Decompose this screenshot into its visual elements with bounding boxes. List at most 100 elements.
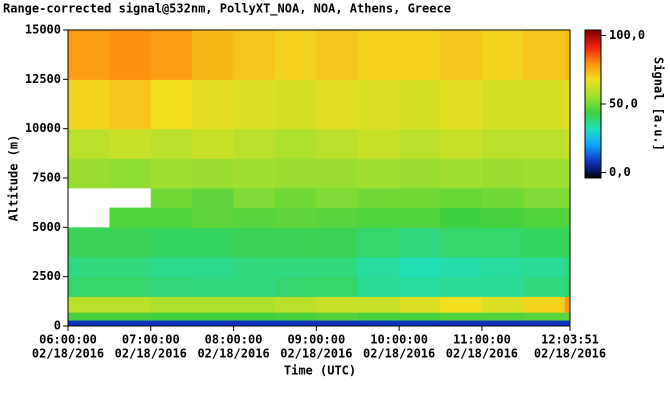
heatmap-cell [233, 312, 276, 321]
heatmap-cell [357, 276, 400, 297]
colorbar-step [585, 122, 601, 125]
heatmap-cell [523, 207, 566, 228]
colorbar-step [585, 96, 601, 99]
y-tick-label: 0 [54, 319, 61, 333]
heatmap-cell [399, 320, 442, 327]
heatmap-cell [357, 227, 400, 258]
heatmap-cell [192, 312, 235, 321]
colorbar-step [585, 140, 601, 143]
heatmap-cell [68, 256, 110, 278]
colorbar-step [585, 164, 601, 167]
heatmap-cell [481, 256, 524, 278]
x-tick-label: 07:00:00 [122, 333, 180, 347]
heatmap-cell [440, 158, 483, 189]
heatmap-cell [192, 187, 235, 209]
colorbar-step [585, 72, 601, 75]
colorbar-step [585, 154, 601, 157]
colorbar-step [585, 124, 601, 127]
heatmap-cell [564, 207, 571, 228]
heatmap-cell [233, 158, 276, 189]
colorbar-step [585, 162, 601, 165]
heatmap-cell [150, 158, 193, 189]
colorbar-step [585, 74, 601, 77]
colorbar-step [585, 104, 601, 107]
heatmap-cell [481, 227, 524, 258]
heatmap-cell [481, 128, 524, 159]
heatmap-cell [109, 128, 152, 159]
heatmap-cell [440, 79, 483, 130]
heatmap-cell [357, 79, 400, 130]
colorbar-step [585, 98, 601, 101]
heatmap-cell [192, 227, 235, 258]
x-tick-date: 02/18/2016 [280, 347, 352, 361]
colorbar-step [585, 100, 601, 103]
x-tick-date: 02/18/2016 [534, 347, 606, 361]
colorbar-step [585, 138, 601, 141]
x-axis-label: Time (UTC) [284, 364, 356, 378]
heatmap-cell [564, 79, 571, 130]
colorbar-step [585, 36, 601, 39]
heatmap-cell [440, 227, 483, 258]
heatmap-cell [440, 312, 483, 321]
colorbar-step [585, 146, 601, 149]
heatmap-cell [274, 79, 317, 130]
heatmap-cell [523, 187, 566, 209]
heatmap-cell [316, 30, 359, 80]
colorbar-step [585, 144, 601, 147]
heatmap-cell [440, 207, 483, 228]
colorbar-label: Signal [a.u.] [652, 57, 666, 151]
heatmap-cell [316, 256, 359, 278]
colorbar-step [585, 66, 601, 69]
x-tick-label: 10:00:00 [370, 333, 428, 347]
colorbar-step [585, 118, 601, 121]
x-tick-label: 09:00:00 [287, 333, 345, 347]
colorbar-step [585, 126, 601, 129]
heatmap-cell [399, 158, 442, 189]
heatmap-cell [357, 187, 400, 209]
heatmap-cell [564, 30, 571, 80]
heatmap-cell [233, 320, 276, 327]
colorbar-step [585, 114, 601, 117]
colorbar-step [585, 86, 601, 89]
colorbar-step [585, 44, 601, 47]
heatmap-cell [523, 79, 566, 130]
heatmap-cell [192, 79, 235, 130]
heatmap-cell [68, 158, 110, 189]
colorbar-step [585, 46, 601, 49]
heatmap-cell [399, 227, 442, 258]
heatmap-cell [481, 79, 524, 130]
heatmap-cell [274, 158, 317, 189]
heatmap-cell [68, 312, 110, 321]
heatmap-cell [481, 312, 524, 321]
colorbar-step [585, 62, 601, 65]
heatmap-cell [481, 158, 524, 189]
heatmap-cell [109, 312, 152, 321]
heatmap-cell [523, 158, 566, 189]
heatmap-cell [274, 128, 317, 159]
x-tick-date: 02/18/2016 [197, 347, 269, 361]
heatmap-cell [523, 320, 566, 327]
heatmap-cell [481, 30, 524, 80]
heatmap-cell [274, 276, 317, 297]
heatmap-cell [481, 276, 524, 297]
colorbar-step [585, 68, 601, 71]
heatmap-cell [440, 296, 483, 313]
heatmap-cell [564, 320, 571, 327]
heatmap-cell [564, 256, 571, 278]
colorbar-step [585, 132, 601, 135]
heatmap-cell [564, 158, 571, 189]
chart-title: Range-corrected signal@532nm, PollyXT_NO… [3, 2, 451, 17]
x-tick-date: 02/18/2016 [363, 347, 435, 361]
colorbar-step [585, 88, 601, 91]
colorbar-tick-label: 100,0 [609, 28, 645, 42]
heatmap-cell [109, 30, 152, 80]
heatmap-cell [109, 158, 152, 189]
heatmap-cell [233, 128, 276, 159]
heatmap-cell [233, 276, 276, 297]
colorbar-step [585, 160, 601, 163]
colorbar-step [585, 50, 601, 53]
colorbar-step [585, 150, 601, 153]
x-tick-date: 02/18/2016 [115, 347, 187, 361]
colorbar-step [585, 172, 601, 175]
